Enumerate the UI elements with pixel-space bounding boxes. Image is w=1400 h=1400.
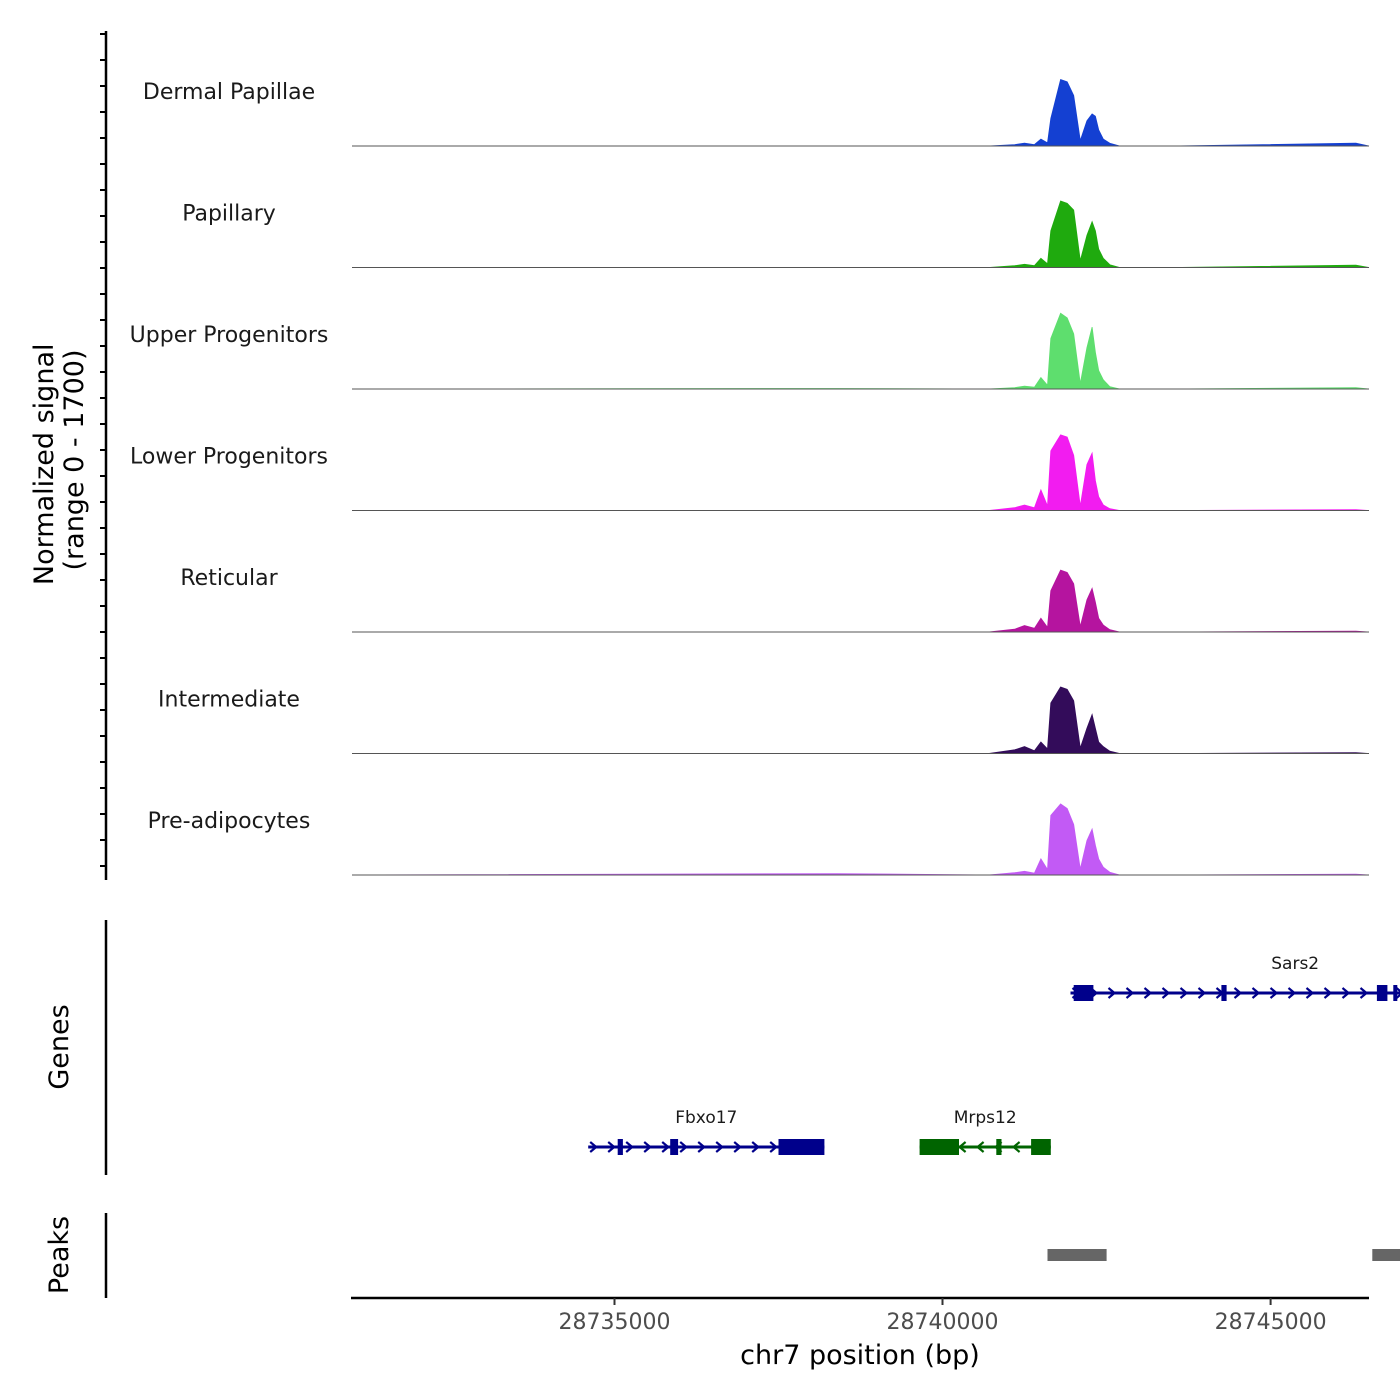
x-tick-label: 28735000 bbox=[559, 1310, 671, 1335]
signal-area-pre-adipocytes bbox=[351, 803, 1370, 876]
signal-area-dermal-papillae bbox=[352, 78, 1370, 147]
x-axis-label: chr7 position (bp) bbox=[740, 1340, 980, 1371]
strand-arrow bbox=[769, 1141, 778, 1153]
strand-arrow bbox=[715, 1141, 724, 1153]
gene-sars2: Sars2 bbox=[1070, 954, 1400, 1001]
exon-block bbox=[617, 1139, 623, 1155]
strand-arrow bbox=[751, 1141, 760, 1153]
strand-arrow bbox=[1395, 987, 1400, 999]
signal-area-upper-progenitors bbox=[351, 312, 1370, 390]
track-label-pre-adipocytes: Pre-adipocytes bbox=[148, 809, 311, 834]
x-tick-label: 28740000 bbox=[887, 1310, 999, 1335]
genes-track-label: Genes bbox=[44, 1004, 75, 1089]
strand-arrow bbox=[661, 1141, 670, 1153]
gene-models: Sars2 Fbxo17 Mrps12 bbox=[588, 954, 1400, 1155]
strand-arrow bbox=[1305, 987, 1315, 999]
track-label-lower-progenitors: Lower Progenitors bbox=[130, 445, 328, 470]
strand-arrow bbox=[1323, 987, 1333, 999]
strand-arrow bbox=[679, 1141, 688, 1153]
gene-label-mrps12: Mrps12 bbox=[954, 1108, 1017, 1128]
x-axis-ticks: 28735000 28740000 28745000 bbox=[559, 1298, 1327, 1335]
strand-arrow bbox=[1251, 987, 1261, 999]
coverage-y-axis bbox=[100, 31, 108, 880]
strand-arrow bbox=[1179, 987, 1189, 999]
strand-arrow bbox=[1233, 987, 1243, 999]
track-label-reticular: Reticular bbox=[180, 566, 278, 591]
x-tick-label: 28745000 bbox=[1215, 1310, 1327, 1335]
strand-arrow bbox=[1287, 987, 1297, 999]
strand-arrow bbox=[975, 1141, 985, 1153]
track-label-dermal-papillae: Dermal Papillae bbox=[143, 80, 315, 105]
track-label-intermediate: Intermediate bbox=[158, 688, 300, 713]
strand-arrow bbox=[1359, 987, 1369, 999]
exon-block bbox=[1376, 985, 1388, 1001]
track-label-upper-progenitors: Upper Progenitors bbox=[130, 323, 329, 348]
peak-1 bbox=[1047, 1249, 1107, 1261]
gene-label-sars2: Sars2 bbox=[1271, 954, 1319, 974]
strand-arrow bbox=[1107, 987, 1117, 999]
strand-arrow bbox=[643, 1141, 652, 1153]
signal-area-lower-progenitors bbox=[352, 434, 1370, 511]
strand-arrow bbox=[1125, 987, 1135, 999]
gene-label-fbxo17: Fbxo17 bbox=[675, 1108, 737, 1128]
strand-arrow bbox=[625, 1141, 634, 1153]
coverage-y-ticks bbox=[100, 33, 106, 867]
track-label-papillary: Papillary bbox=[182, 202, 276, 227]
peak-regions bbox=[1047, 1249, 1400, 1261]
strand-arrow bbox=[1269, 987, 1279, 999]
exon-block bbox=[996, 1139, 1002, 1155]
gene-mrps12: Mrps12 bbox=[919, 1108, 1051, 1155]
strand-arrow bbox=[589, 1141, 598, 1153]
strand-arrow bbox=[607, 1141, 616, 1153]
strand-arrow bbox=[1161, 987, 1171, 999]
exon-block bbox=[1393, 985, 1398, 1001]
strand-arrow bbox=[1341, 987, 1351, 999]
peaks-track-label: Peaks bbox=[44, 1216, 75, 1294]
exon-block bbox=[670, 1139, 679, 1155]
peak-2 bbox=[1372, 1249, 1400, 1261]
signal-area-papillary bbox=[352, 200, 1370, 268]
exon-block bbox=[1031, 1139, 1051, 1155]
strand-arrow bbox=[1143, 987, 1153, 999]
coverage-y-axis-label-line1: Normalized signal bbox=[29, 344, 60, 586]
exon-block bbox=[1073, 985, 1094, 1001]
strand-arrow bbox=[957, 1141, 967, 1153]
strand-arrow bbox=[697, 1141, 706, 1153]
signal-area-reticular bbox=[352, 569, 1370, 633]
strand-arrow bbox=[1011, 1141, 1021, 1153]
coverage-tracks: Dermal Papillae Papillary Upper Progenitor… bbox=[130, 78, 1370, 876]
exon-block bbox=[1221, 985, 1227, 1001]
strand-arrow bbox=[1197, 987, 1207, 999]
exon-block bbox=[778, 1139, 825, 1155]
coverage-y-axis-label: Normalized signal (range 0 - 1700) bbox=[29, 335, 90, 585]
coverage-y-axis-label-line2: (range 0 - 1700) bbox=[59, 350, 90, 571]
gene-fbxo17: Fbxo17 bbox=[588, 1108, 825, 1155]
strand-arrow bbox=[733, 1141, 742, 1153]
exon-block bbox=[919, 1139, 959, 1155]
signal-area-intermediate bbox=[352, 686, 1370, 754]
